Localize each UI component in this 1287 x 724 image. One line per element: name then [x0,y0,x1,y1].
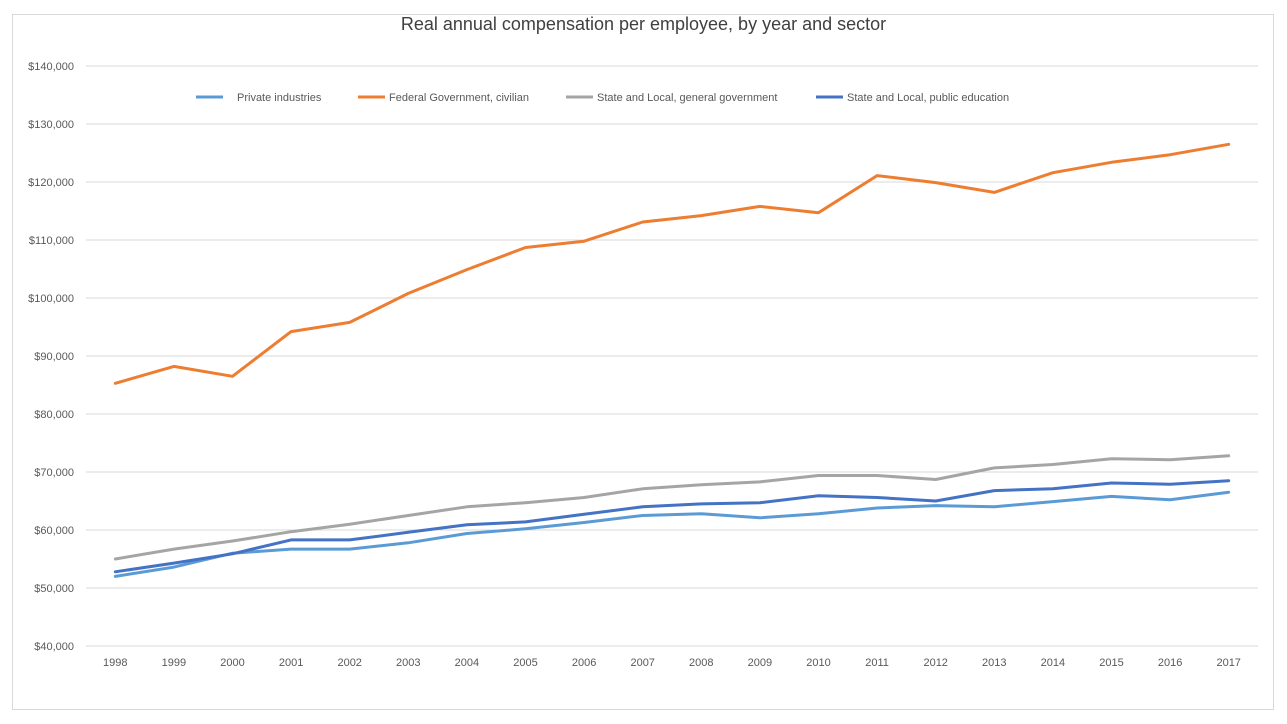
legend-item-private-industries: Private industries [196,92,322,104]
x-tick-label: 2000 [220,657,244,669]
y-tick-label: $70,000 [34,467,74,479]
legend-label: State and Local, public education [847,92,1009,104]
y-tick-label: $100,000 [28,293,74,305]
y-tick-label: $80,000 [34,409,74,421]
y-tick-label: $110,000 [29,235,74,247]
x-tick-label: 2009 [748,657,772,669]
series-line-federal-government-civilian [113,142,1231,385]
legend-label: Federal Government, civilian [389,92,529,104]
y-tick-label: $120,000 [28,177,74,189]
y-tick-label: $140,000 [28,61,74,73]
x-axis-tick-labels: 1998 1999 2000 2001 2002 2003 2004 2005 2006 2007… [103,657,1241,669]
y-tick-label: $130,000 [28,119,74,131]
legend-label: Private industries [237,92,322,104]
y-tick-label: $40,000 [34,641,74,653]
series-lines [113,142,1231,578]
x-tick-label: 2013 [982,657,1006,669]
legend-label: State and Local, general government [597,92,777,104]
y-axis-tick-labels: $40,000 $50,000 $60,000 $70,000 $80,000 $90,0… [28,61,74,653]
x-tick-label: 2017 [1216,657,1240,669]
y-tick-label: $50,000 [34,583,74,595]
series-line-state-and-local-public-education [113,479,1231,574]
x-tick-label: 2012 [923,657,947,669]
x-tick-label: 2011 [865,657,889,669]
series-line-private-industries [113,490,1231,578]
x-tick-label: 2008 [689,657,713,669]
y-tick-label: $60,000 [34,525,74,537]
x-tick-label: 2016 [1158,657,1182,669]
x-tick-label: 1998 [103,657,127,669]
x-tick-label: 2006 [572,657,596,669]
x-tick-label: 1999 [162,657,186,669]
legend-item-state-and-local-general-government: State and Local, general government [566,92,777,104]
x-tick-label: 2015 [1099,657,1123,669]
legend: Private industries Federal Government, ci… [196,92,1009,104]
x-tick-label: 2014 [1041,657,1065,669]
x-tick-label: 2003 [396,657,420,669]
gridlines [86,65,1258,647]
y-tick-label: $90,000 [34,351,74,363]
legend-item-federal-government-civilian: Federal Government, civilian [358,92,529,104]
x-tick-label: 2005 [513,657,537,669]
chart-frame [12,14,1274,710]
legend-item-state-and-local-public-education: State and Local, public education [816,92,1009,104]
x-tick-label: 2007 [630,657,654,669]
series-line-state-and-local-general-government [113,454,1231,561]
x-tick-label: 2001 [279,657,303,669]
x-tick-label: 2002 [337,657,361,669]
x-tick-label: 2004 [455,657,479,669]
chart-title: Real annual compensation per employee, b… [400,14,887,34]
x-tick-label: 2010 [806,657,830,669]
